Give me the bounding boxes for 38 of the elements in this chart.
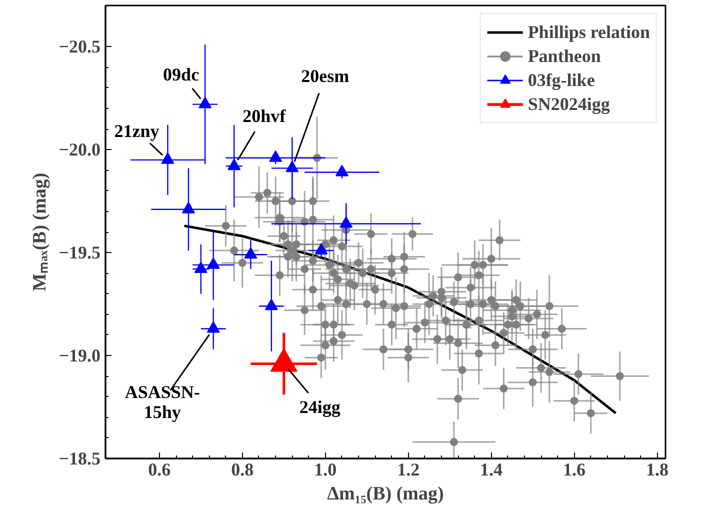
annotation: 20esm <box>301 66 350 86</box>
x-tick-label: 1.2 <box>397 460 420 480</box>
y-tick-label: −20.0 <box>58 140 101 160</box>
y-tick-label: −18.5 <box>58 448 101 468</box>
point <box>194 262 208 274</box>
annotation: 21zny <box>114 120 160 141</box>
point <box>161 152 174 164</box>
legend-label: Pantheon <box>528 46 601 66</box>
legend-label: 03fg-like <box>528 70 595 90</box>
annotation: 20hvf <box>242 106 287 126</box>
y-tick-label: −19.5 <box>58 242 101 263</box>
annotation: 24igg <box>299 396 340 417</box>
point <box>206 258 220 269</box>
point <box>269 150 282 162</box>
point <box>244 247 258 259</box>
point <box>206 321 220 333</box>
x-tick-label: 1.8 <box>646 460 668 480</box>
point <box>340 216 353 228</box>
annotation: ASASSN- 15hy <box>124 382 200 422</box>
point <box>198 96 212 108</box>
point <box>314 243 328 254</box>
y-tick-label: −20.5 <box>58 36 101 57</box>
x-tick-label: 1.6 <box>562 460 586 480</box>
legend-label: SN2024igg <box>528 94 610 114</box>
x-tick-label: 0.8 <box>231 460 254 480</box>
x-axis-title: Δm₁₅(B) (mag) <box>327 484 444 504</box>
y-tick-label: −19.0 <box>58 346 101 366</box>
x-tick-label: 0.6 <box>148 460 171 480</box>
point <box>335 164 348 176</box>
x-tick-label: 1.0 <box>314 460 337 480</box>
point <box>182 202 195 214</box>
point <box>264 298 278 310</box>
y-axis-title: Mₘₐₓ(B) (mag) <box>30 172 51 292</box>
legend-label: Phillips relation <box>528 22 650 42</box>
x-tick-label: 1.4 <box>480 460 503 480</box>
point <box>228 158 241 170</box>
annotation: 09dc <box>163 64 200 84</box>
point <box>286 160 299 172</box>
